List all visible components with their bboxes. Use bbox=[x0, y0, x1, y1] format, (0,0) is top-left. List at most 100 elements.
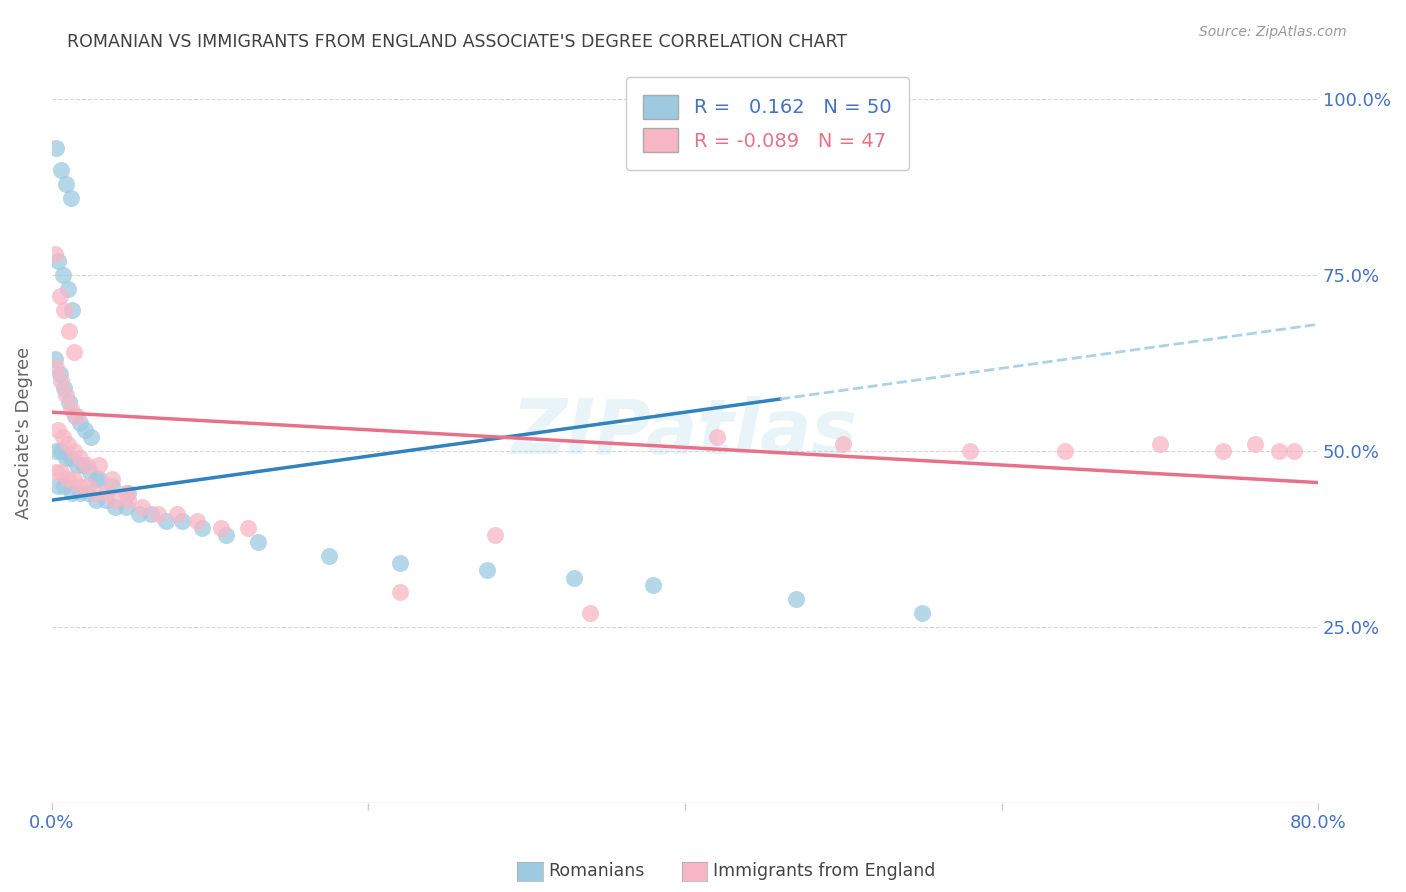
Point bbox=[48, 367, 70, 381]
Point bbox=[89, 472, 111, 486]
Point bbox=[55, 387, 77, 401]
Point bbox=[63, 444, 86, 458]
Point bbox=[80, 430, 103, 444]
Point bbox=[1149, 437, 1171, 451]
Point bbox=[94, 493, 117, 508]
Point bbox=[706, 430, 728, 444]
Point bbox=[73, 423, 96, 437]
Point bbox=[146, 507, 169, 521]
Point bbox=[959, 444, 981, 458]
Point bbox=[104, 500, 127, 515]
Point bbox=[166, 507, 188, 521]
Point bbox=[46, 254, 69, 268]
Point bbox=[115, 486, 138, 500]
Point bbox=[53, 381, 76, 395]
Point bbox=[94, 486, 117, 500]
Point bbox=[51, 465, 73, 479]
Point bbox=[51, 374, 73, 388]
Point bbox=[55, 177, 77, 191]
Text: Immigrants from England: Immigrants from England bbox=[713, 863, 935, 880]
Point bbox=[55, 450, 77, 465]
Point bbox=[72, 458, 94, 472]
Point bbox=[579, 606, 602, 620]
Point bbox=[1053, 444, 1076, 458]
Point bbox=[59, 191, 82, 205]
Point bbox=[562, 570, 585, 584]
Point bbox=[1284, 444, 1306, 458]
Point bbox=[60, 486, 83, 500]
Point bbox=[56, 472, 79, 486]
Point bbox=[66, 409, 89, 423]
Point bbox=[388, 557, 411, 571]
Point bbox=[45, 465, 67, 479]
Point bbox=[51, 162, 73, 177]
Point bbox=[170, 514, 193, 528]
Point bbox=[69, 479, 91, 493]
Point bbox=[52, 268, 75, 282]
Point bbox=[141, 507, 163, 521]
Point bbox=[117, 493, 139, 508]
Point bbox=[60, 303, 83, 318]
Point bbox=[117, 486, 139, 500]
Point bbox=[63, 345, 86, 359]
Point bbox=[246, 535, 269, 549]
Point bbox=[209, 521, 232, 535]
Point bbox=[56, 282, 79, 296]
Legend: R =   0.162   N = 50, R = -0.089   N = 47: R = 0.162 N = 50, R = -0.089 N = 47 bbox=[626, 78, 908, 169]
Point bbox=[1212, 444, 1234, 458]
Point bbox=[79, 465, 101, 479]
Text: Source: ZipAtlas.com: Source: ZipAtlas.com bbox=[1199, 25, 1347, 39]
Point bbox=[53, 303, 76, 318]
Point bbox=[53, 479, 76, 493]
Point bbox=[66, 458, 89, 472]
Point bbox=[89, 458, 111, 472]
Point bbox=[115, 500, 138, 515]
Point bbox=[44, 352, 66, 367]
Point bbox=[131, 500, 153, 515]
Point bbox=[191, 521, 214, 535]
Point bbox=[1267, 444, 1289, 458]
Point bbox=[46, 479, 69, 493]
Point bbox=[832, 437, 855, 451]
Point bbox=[475, 564, 498, 578]
Text: ROMANIAN VS IMMIGRANTS FROM ENGLAND ASSOCIATE'S DEGREE CORRELATION CHART: ROMANIAN VS IMMIGRANTS FROM ENGLAND ASSO… bbox=[67, 33, 848, 51]
Point bbox=[84, 472, 107, 486]
Point bbox=[48, 289, 70, 303]
Point bbox=[59, 450, 82, 465]
Point bbox=[51, 444, 73, 458]
Point bbox=[46, 423, 69, 437]
Point bbox=[45, 141, 67, 155]
Y-axis label: Associate's Degree: Associate's Degree bbox=[15, 347, 32, 519]
Point bbox=[63, 472, 86, 486]
Point bbox=[84, 486, 107, 500]
Point bbox=[215, 528, 238, 542]
Point bbox=[155, 514, 177, 528]
Point bbox=[52, 430, 75, 444]
Point bbox=[69, 416, 91, 430]
Point bbox=[45, 444, 67, 458]
Point bbox=[65, 409, 87, 423]
Point bbox=[1243, 437, 1265, 451]
Point bbox=[186, 514, 208, 528]
Point bbox=[128, 507, 150, 521]
Text: ZIPatlas: ZIPatlas bbox=[512, 396, 858, 470]
Text: Romanians: Romanians bbox=[548, 863, 645, 880]
Point bbox=[101, 472, 124, 486]
Point bbox=[69, 450, 91, 465]
Point bbox=[236, 521, 259, 535]
Point bbox=[56, 437, 79, 451]
Point bbox=[84, 493, 107, 508]
Point bbox=[101, 479, 124, 493]
Point bbox=[44, 247, 66, 261]
Point bbox=[58, 394, 80, 409]
Point bbox=[643, 577, 665, 591]
Point bbox=[76, 458, 98, 472]
Point bbox=[58, 324, 80, 338]
Point bbox=[77, 486, 100, 500]
Point bbox=[318, 549, 340, 564]
Point bbox=[69, 486, 91, 500]
Point bbox=[484, 528, 506, 542]
Point bbox=[77, 479, 100, 493]
Point bbox=[388, 584, 411, 599]
Point bbox=[785, 591, 807, 606]
